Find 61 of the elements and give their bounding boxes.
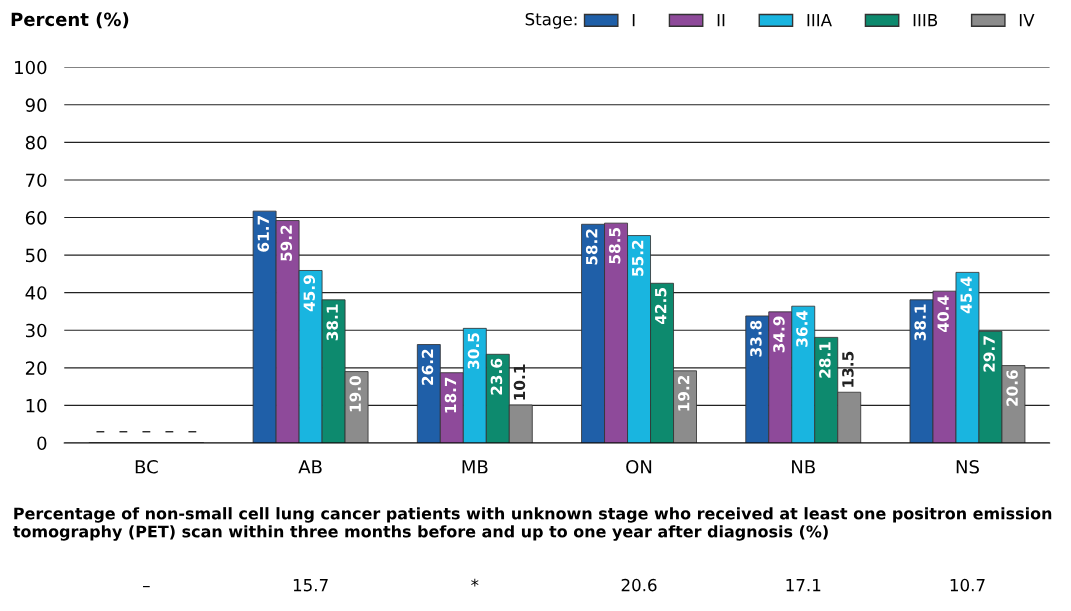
data-label: 42.5 — [654, 288, 667, 325]
y-tick-label: 0 — [37, 436, 47, 451]
x-tick-label: BC — [135, 459, 158, 474]
legend-label: II — [717, 14, 725, 27]
text: 15.7 — [293, 579, 328, 592]
data-label: 26.2 — [421, 349, 434, 385]
y-axis-title: Percent (%) — [11, 12, 129, 29]
data-label: 61.7 — [257, 216, 270, 252]
data-label: 58.5 — [608, 227, 621, 264]
data-label: 38.1 — [326, 304, 339, 341]
text: 20.6 — [621, 578, 657, 592]
data-label: 45.9 — [303, 275, 316, 312]
data-label: 10.1 — [513, 364, 526, 400]
text: – — [188, 431, 197, 433]
legend-label: I — [632, 14, 635, 27]
legend-label: IV — [1019, 14, 1035, 27]
text: – — [142, 431, 151, 433]
data-label: 33.8 — [750, 320, 762, 357]
data-label: 38.1 — [914, 304, 926, 341]
text: 17.1 — [786, 579, 821, 592]
y-tick-label: 80 — [25, 135, 47, 150]
data-label: 30.5 — [467, 333, 480, 369]
data-label: 58.2 — [585, 229, 598, 265]
data-label: 40.4 — [937, 295, 949, 332]
text: – — [143, 586, 150, 588]
data-label: 34.9 — [773, 316, 785, 353]
data-label: 19.2 — [677, 375, 690, 411]
data-label: 29.7 — [983, 336, 995, 372]
x-tick-label: MB — [462, 460, 488, 474]
y-tick-label: 40 — [25, 286, 47, 300]
y-tick-label: 20 — [25, 361, 47, 375]
y-tick-label: 60 — [25, 210, 47, 225]
x-tick-label: NS — [956, 459, 979, 474]
data-label: 23.6 — [490, 358, 503, 395]
text: 10.7 — [950, 578, 985, 592]
legend-label: IIIA — [807, 14, 832, 27]
data-label: 19.0 — [349, 376, 361, 412]
data-label: 59.2 — [280, 225, 293, 261]
data-label: 13.5 — [842, 351, 854, 387]
y-tick-label: 50 — [26, 248, 47, 263]
y-tick-label: 100 — [15, 60, 47, 75]
y-tick-label: 90 — [25, 98, 47, 112]
x-tick-label: NB — [792, 460, 815, 474]
x-tick-label: ON — [626, 459, 652, 474]
data-label: 28.1 — [819, 342, 831, 378]
text: * — [471, 578, 479, 587]
data-label: 20.6 — [1006, 370, 1018, 406]
y-tick-label: 30 — [25, 323, 47, 338]
text: Percentage of non-small cell lung cancer patients with unknown stage who received at least one positron emission tomography (PET) scan within three months before and up to one year after diagnosis (%) — [13, 507, 1052, 541]
data-label: 45.4 — [960, 276, 972, 314]
text: – — [165, 431, 174, 433]
y-tick-label: 70 — [26, 173, 47, 188]
legend-label: IIIB — [913, 14, 938, 27]
text: – — [96, 431, 105, 433]
data-label: 55.2 — [631, 240, 644, 276]
y-tick-label: 10 — [26, 398, 47, 413]
data-label: 18.7 — [444, 377, 457, 413]
text: – — [119, 431, 128, 433]
data-label: 36.4 — [796, 310, 808, 347]
legend-title: Stage: — [525, 12, 577, 29]
x-tick-label: AB — [298, 460, 322, 474]
